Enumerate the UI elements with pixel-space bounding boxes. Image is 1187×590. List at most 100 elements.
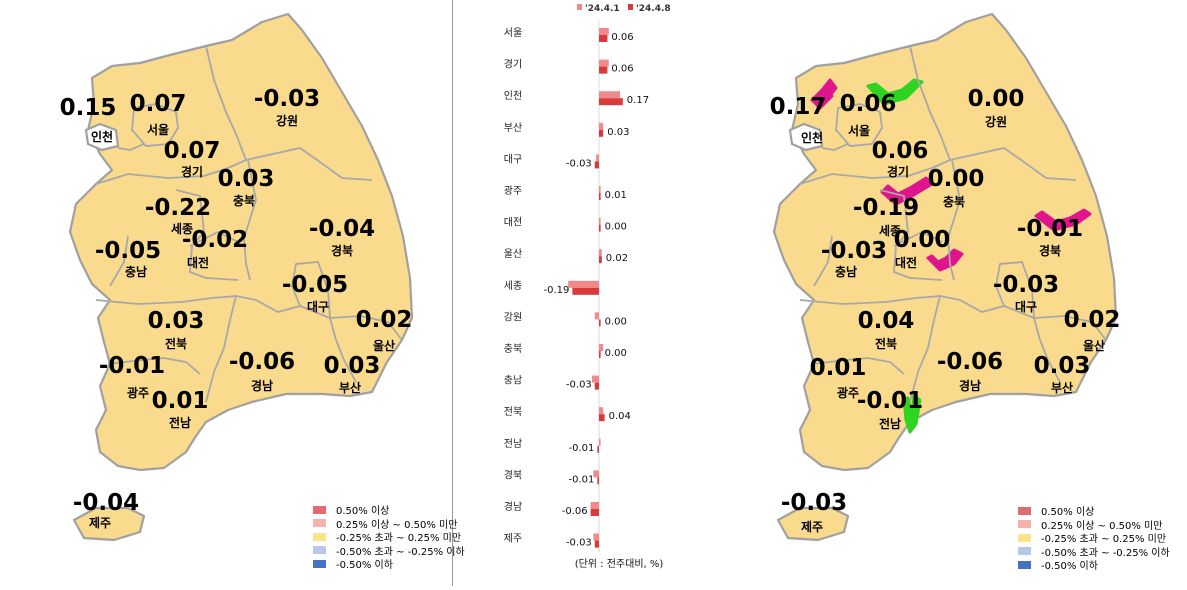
bar-data-label: 0.03 — [607, 127, 629, 138]
region-name: 세종 — [171, 221, 193, 236]
bar-curr — [594, 540, 599, 548]
legend-label: -0.50% 초과 ~ -0.25% 이하 — [336, 546, 465, 558]
region-name: 경북 — [331, 244, 353, 258]
border-line-13 — [821, 143, 849, 151]
bar-prev — [596, 154, 599, 162]
region-value: 0.15 — [60, 95, 117, 121]
region-name: 제주 — [801, 520, 823, 534]
region-name: 경북 — [1039, 244, 1061, 258]
mainland-shape — [68, 12, 414, 472]
border-line-2 — [799, 159, 951, 185]
region-name: 경남 — [959, 378, 981, 393]
bar-data-label: -0.01 — [569, 443, 595, 454]
category-label: 서울 — [504, 27, 522, 39]
bar-prev — [599, 249, 602, 257]
region-name: 대구 — [1015, 300, 1037, 314]
bar-chart-svg: '24.4.1 '24.4.8 서울 0.06 경기 0.06 인천 0.17 부산 0.03 대구… — [504, 4, 671, 570]
bar-prev — [593, 533, 599, 541]
bar-legend: '24.4.1 '24.4.8 — [577, 4, 671, 14]
bar-curr — [599, 319, 601, 327]
region-name: 울산 — [1083, 338, 1105, 353]
region-name: 인천 — [801, 130, 823, 145]
border-line-5 — [189, 230, 239, 247]
legend-swatch — [1018, 560, 1031, 569]
region-value: -0.06 — [229, 349, 295, 375]
legend-label: 0.25% 이상 ~ 0.50% 미만 — [1041, 520, 1163, 532]
legend-swatch — [1018, 547, 1031, 556]
region-name: 대구 — [307, 300, 329, 314]
border-line-3 — [947, 159, 961, 281]
border-line-12 — [1033, 317, 1061, 383]
bar-prev — [568, 280, 599, 288]
region-value: -0.01 — [857, 388, 923, 414]
region-value: 0.04 — [858, 308, 915, 334]
incheon-shape — [788, 122, 824, 152]
legend-item: -0.50% 초과 ~ -0.25% 이하 — [313, 544, 465, 558]
region-name: 전북 — [165, 336, 187, 351]
bar-curr — [599, 414, 605, 422]
bar-curr — [599, 224, 601, 232]
legend-item: 0.50% 이상 — [313, 503, 465, 517]
bar-prev — [590, 502, 599, 509]
region-name: 충남 — [835, 264, 857, 279]
legend-item: 0.25% 이상 ~ 0.50% 미만 — [313, 517, 465, 531]
region-value: 0.06 — [840, 91, 897, 117]
bar-data-label: -0.03 — [566, 538, 592, 549]
border-line-3 — [243, 159, 257, 281]
region-labels: 0.17인천0.06서울0.06경기0.00강원0.00충북-0.19세종0.0… — [770, 86, 1121, 534]
category-label: 광주 — [504, 185, 522, 197]
legend-left: 0.50% 이상 0.25% 이상 ~ 0.50% 미만 -0.25% 초과 ~ 0… — [313, 503, 465, 571]
region-name: 제주 — [89, 516, 111, 530]
region-name: 대전 — [187, 255, 209, 270]
legend-item: -0.25% 초과 ~ 0.25% 미만 — [1018, 531, 1170, 545]
border-line-8 — [291, 261, 331, 319]
legend-label: -0.50% 이하 — [1041, 561, 1098, 573]
region-name: 강원 — [276, 114, 298, 128]
bar-curr — [594, 382, 599, 390]
category-label: 울산 — [504, 248, 522, 260]
legend-label: -0.50% 초과 ~ -0.25% 이하 — [1041, 547, 1170, 559]
korea-map-left: 0.15인천0.07서울0.07경기-0.03강원0.03충북-0.22세종-0… — [60, 12, 414, 542]
legend-label: -0.25% 초과 ~ 0.25% 미만 — [1041, 534, 1167, 546]
region-name: 세종 — [879, 223, 901, 238]
legend-label: 0.50% 이상 — [336, 506, 390, 518]
region-value: 0.17 — [770, 94, 827, 120]
region-value: -0.05 — [282, 272, 348, 298]
bar-prev — [599, 91, 620, 99]
bar-data-label: -0.01 — [569, 474, 595, 485]
region-name: 전북 — [875, 336, 897, 351]
border-line-13 — [117, 143, 145, 151]
legend-item: -0.50% 초과 ~ -0.25% 이하 — [1018, 545, 1170, 559]
region-name: 부산 — [1051, 380, 1073, 395]
category-label: 경기 — [504, 58, 522, 71]
region-name: 인천 — [91, 129, 113, 144]
bar-legend-label: '24.4.1 — [585, 4, 620, 14]
legend-swatch — [1018, 520, 1031, 529]
region-shapes — [772, 12, 1118, 542]
border-line-9 — [1033, 315, 1107, 341]
weekly-change-bar-chart: '24.4.1 '24.4.8 서울 0.06 경기 0.06 인천 0.17 부산 0.03 대구… — [452, 0, 700, 586]
category-label: 강원 — [504, 311, 522, 323]
category-label: 제주 — [504, 533, 522, 545]
border-line-7 — [909, 295, 941, 403]
bar-data-label: 0.01 — [605, 190, 627, 201]
bar-curr — [599, 98, 623, 106]
border-line-0 — [909, 45, 951, 161]
bar-curr — [597, 445, 599, 453]
category-label: 대전 — [504, 217, 522, 229]
region-name: 부산 — [339, 380, 361, 395]
bar-prev — [599, 186, 601, 193]
bar-curr — [594, 161, 599, 169]
border-line-12 — [329, 317, 357, 383]
bar-prev — [599, 28, 609, 35]
region-value: -0.06 — [937, 349, 1003, 375]
legend-item: 0.25% 이상 ~ 0.50% 미만 — [1018, 518, 1170, 532]
bar-curr — [599, 129, 604, 137]
bar-curr — [597, 477, 599, 485]
bar-legend-swatch — [577, 4, 582, 10]
border-line-15 — [131, 107, 179, 147]
border-line-2 — [95, 159, 247, 185]
border-line-10 — [109, 235, 129, 287]
region-value: 0.07 — [130, 91, 187, 117]
category-label: 충남 — [504, 375, 522, 387]
